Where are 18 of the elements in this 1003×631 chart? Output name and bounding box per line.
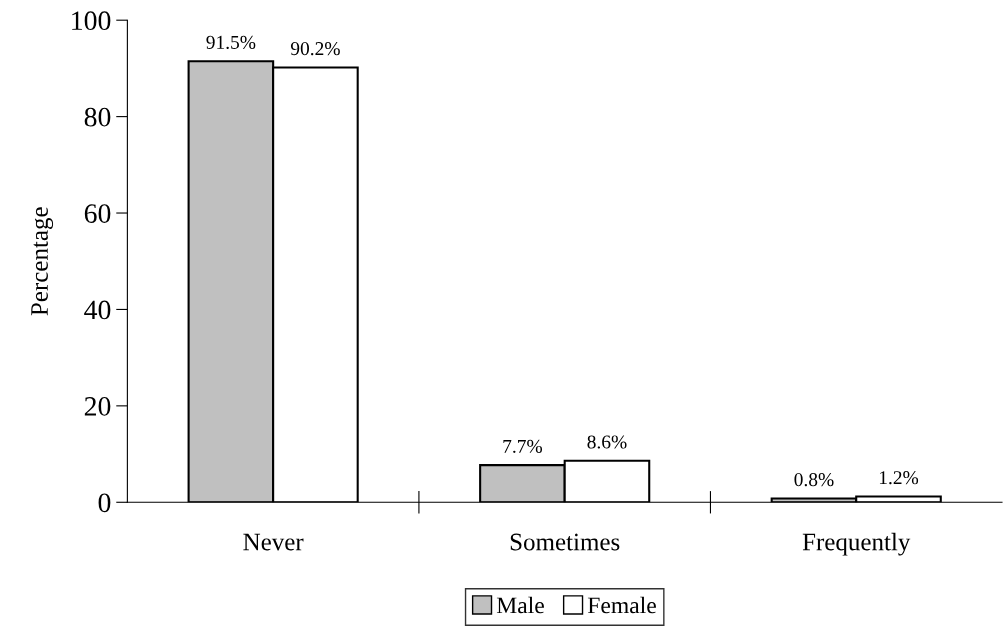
data-label: 8.6% [587,435,627,449]
data-label: 7.7% [503,439,542,453]
x-tick-label: Never [243,533,304,551]
y-tick-label: 40 [84,300,111,320]
data-label: 0.8% [794,473,834,487]
data-label: 90.2% [290,42,340,56]
y-tick-label: 80 [84,107,111,127]
legend-label: Male [496,596,544,614]
x-tick-label: Sometimes [510,533,620,551]
legend-label: Female [587,596,656,614]
data-label: 1.2% [879,471,919,485]
y-tick-label: 20 [84,397,111,416]
data-label: 91.5% [206,35,256,49]
y-tick-label: 60 [84,204,111,223]
x-tick-label: Frequently [802,532,911,556]
y-tick-label: 0 [98,493,111,513]
y-tick-label: 100 [72,11,111,31]
y-axis-title: Percentage [31,207,54,316]
